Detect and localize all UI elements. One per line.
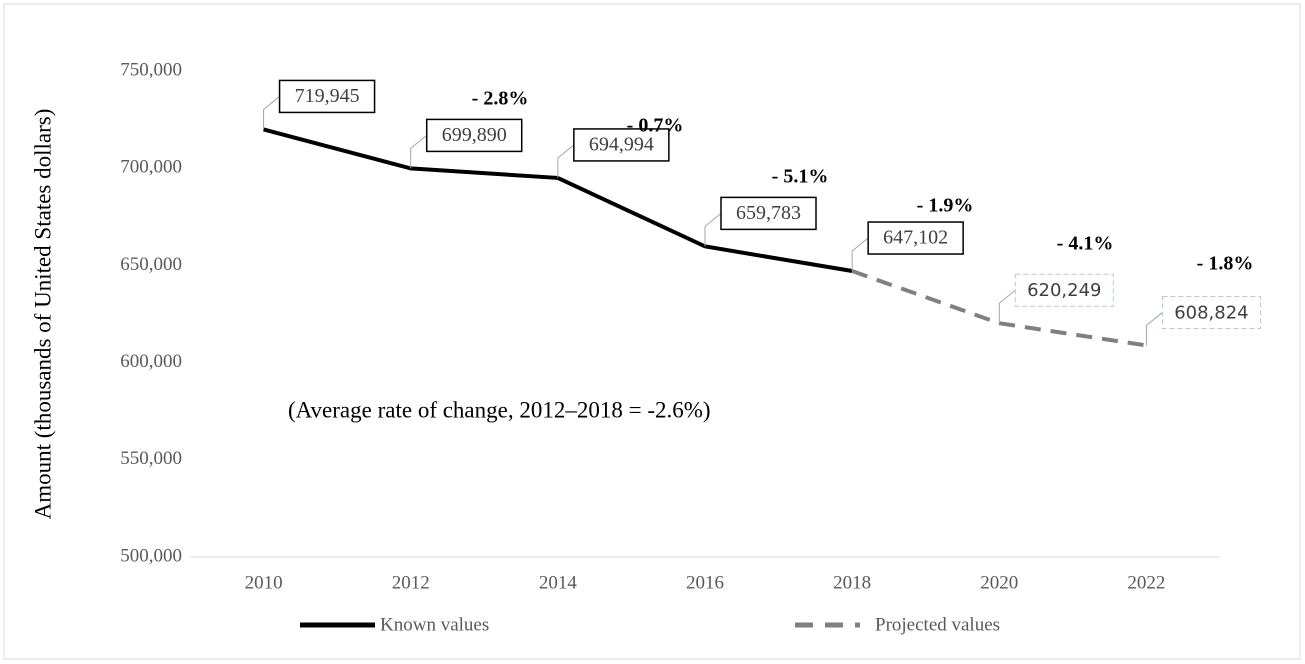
chart-frame <box>3 3 1301 660</box>
leader-line <box>851 237 869 272</box>
legend-label: Known values <box>380 614 489 635</box>
leader-line <box>1145 312 1163 346</box>
value-label: 608,824 <box>1174 302 1248 323</box>
change-annotation: - 0.7% <box>627 115 684 137</box>
change-annotation: - 1.9% <box>917 195 974 217</box>
series-line <box>263 127 853 274</box>
value-label-box <box>425 118 523 153</box>
value-label-box <box>1014 273 1114 307</box>
x-tick-label: 2018 <box>833 572 871 593</box>
series-line <box>851 269 1147 348</box>
y-tick-label: 500,000 <box>120 545 182 566</box>
leader-line <box>263 96 280 130</box>
x-tick-label: 2010 <box>245 572 283 593</box>
change-annotation: - 4.1% <box>1057 233 1114 255</box>
y-tick-label: 650,000 <box>120 254 182 275</box>
leader-line <box>998 289 1016 324</box>
legend-label: Projected values <box>875 614 1000 635</box>
x-tick-label: 2012 <box>392 572 430 593</box>
value-label-box <box>278 79 376 114</box>
value-label: 659,783 <box>736 202 801 224</box>
x-tick-label: 2022 <box>1127 572 1165 593</box>
value-label: 719,945 <box>295 85 360 107</box>
leader-line <box>704 212 722 247</box>
change-annotation: - 1.8% <box>1197 253 1254 275</box>
change-annotation: - 2.8% <box>472 88 529 110</box>
y-tick-label: 750,000 <box>120 59 182 80</box>
x-tick-label: 2020 <box>980 572 1018 593</box>
value-label: 620,249 <box>1027 280 1101 301</box>
value-label: 647,102 <box>883 227 948 249</box>
y-axis-label: Amount (thousands of United States dolla… <box>30 109 55 520</box>
x-tick-label: 2016 <box>686 572 724 593</box>
x-tick-label: 2014 <box>539 572 578 593</box>
value-label: 694,994 <box>589 134 654 156</box>
y-tick-label: 600,000 <box>120 351 182 372</box>
leader-line <box>557 144 575 178</box>
y-tick-label: 700,000 <box>120 157 182 178</box>
leader-line <box>410 135 428 169</box>
y-tick-label: 550,000 <box>120 448 182 469</box>
value-label-box <box>867 221 964 255</box>
average-annotation: (Average rate of change, 2012–2018 = -2.… <box>288 397 711 422</box>
value-label-box <box>720 196 817 231</box>
value-label: 699,890 <box>442 124 507 146</box>
change-annotation: - 5.1% <box>772 166 829 188</box>
value-label-box <box>573 128 670 162</box>
value-label-box <box>1161 295 1261 329</box>
